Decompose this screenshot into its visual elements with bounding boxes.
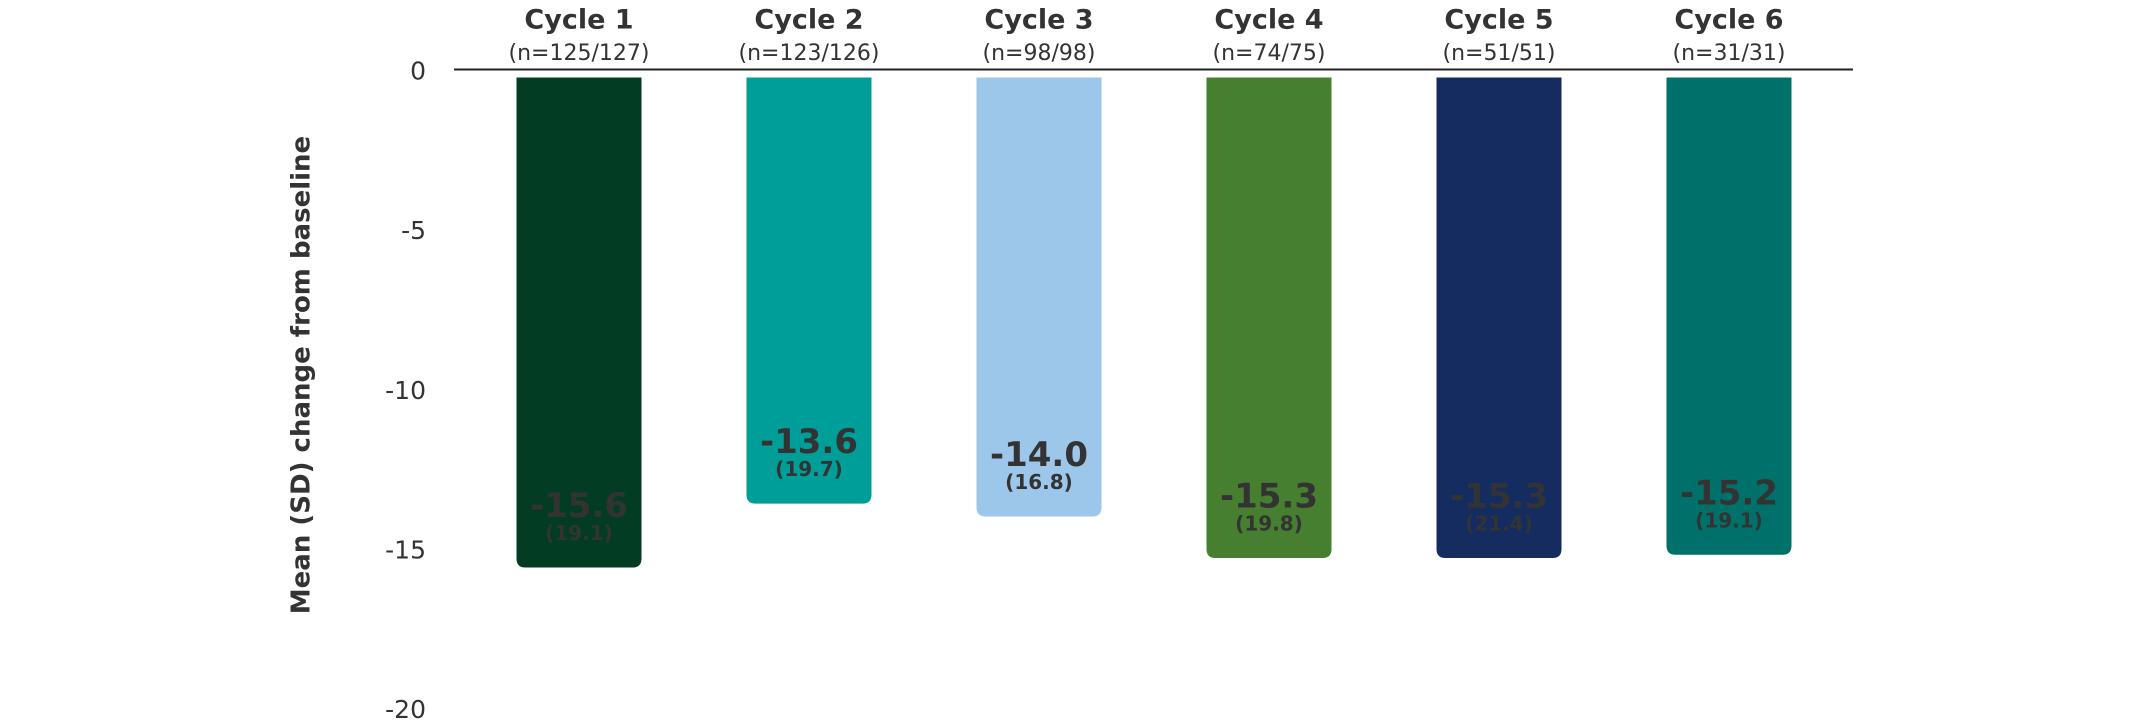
y-tick-label: -5 xyxy=(401,216,426,245)
sd-label: (19.7) xyxy=(775,457,843,481)
sd-label: (16.8) xyxy=(1005,470,1073,494)
sd-label: (19.1) xyxy=(1695,508,1763,532)
value-label: -15.3 xyxy=(1450,476,1548,516)
sample-size-label: (n=31/31) xyxy=(1673,41,1786,66)
y-tick-label: -10 xyxy=(385,376,426,405)
bar xyxy=(746,77,872,504)
value-label: -15.3 xyxy=(1220,476,1318,516)
y-tick-label: -15 xyxy=(385,535,426,564)
sd-label: (19.1) xyxy=(545,521,613,545)
sample-size-label: (n=123/126) xyxy=(739,41,880,66)
y-tick-label: 0 xyxy=(410,57,426,86)
sample-size-label: (n=74/75) xyxy=(1213,41,1326,66)
value-label: -13.6 xyxy=(760,422,858,462)
y-axis-label: Mean (SD) change from baseline xyxy=(287,136,317,614)
bar xyxy=(976,77,1102,517)
bar xyxy=(1436,77,1562,558)
category-label: Cycle 3 xyxy=(984,5,1093,36)
sample-size-label: (n=98/98) xyxy=(983,41,1096,66)
sd-label: (21.4) xyxy=(1465,511,1533,535)
sd-label: (19.8) xyxy=(1235,511,1303,535)
value-label: -14.0 xyxy=(990,435,1088,475)
category-label: Cycle 1 xyxy=(524,5,633,36)
category-label: Cycle 4 xyxy=(1214,5,1323,36)
value-label: -15.2 xyxy=(1680,473,1778,513)
y-tick-label: -20 xyxy=(385,695,426,724)
sample-size-label: (n=51/51) xyxy=(1443,41,1556,66)
sample-size-label: (n=125/127) xyxy=(509,41,650,66)
bar xyxy=(1666,77,1792,555)
category-label: Cycle 6 xyxy=(1674,5,1783,36)
bar xyxy=(516,77,642,568)
category-label: Cycle 5 xyxy=(1444,5,1553,36)
bar xyxy=(1206,77,1332,558)
category-label: Cycle 2 xyxy=(754,5,863,36)
value-label: -15.6 xyxy=(530,486,628,526)
